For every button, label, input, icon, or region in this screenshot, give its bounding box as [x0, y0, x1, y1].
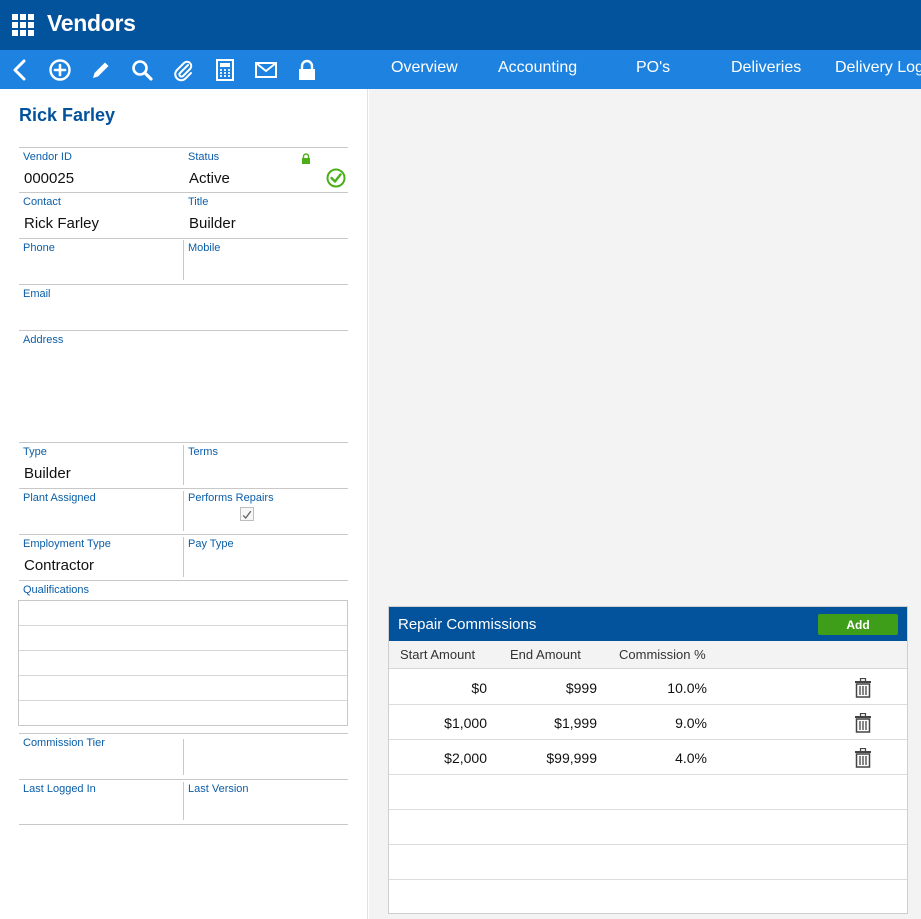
commission-pct: 10.0% — [667, 680, 707, 696]
performs-repairs-checkbox[interactable] — [240, 507, 254, 521]
address-label: Address — [23, 334, 64, 346]
toolbar: Overview Accounting PO's Deliveries Deli… — [0, 50, 921, 89]
column-header-start[interactable]: Start Amount — [400, 647, 476, 662]
email-row: Email — [19, 284, 348, 330]
table-row[interactable]: $1,000 $1,999 9.0% — [389, 705, 907, 740]
status-label: Status — [188, 151, 220, 163]
trash-icon[interactable] — [854, 713, 872, 733]
mobile-label: Mobile — [188, 242, 221, 254]
commissions-column-header: Start Amount End Amount Commission % — [389, 641, 907, 669]
tab-delivery-log[interactable]: Delivery Log — [835, 59, 921, 76]
status-value[interactable]: Active — [189, 170, 230, 187]
title-value[interactable]: Builder — [189, 215, 236, 232]
title-label: Title — [188, 196, 209, 208]
vendor-id-row: Vendor ID 000025 Status Active — [19, 147, 348, 193]
repair-commissions-panel: Repair Commissions Add Start Amount End … — [388, 606, 908, 914]
apps-grid-icon[interactable] — [12, 14, 34, 36]
lock-icon[interactable] — [294, 57, 320, 83]
tab-overview[interactable]: Overview — [391, 59, 458, 76]
attach-icon[interactable] — [170, 57, 196, 83]
vendor-detail-panel: Rick Farley Vendor ID 000025 Status Acti… — [0, 89, 368, 919]
add-icon[interactable] — [47, 57, 73, 83]
performs-repairs-label: Performs Repairs — [188, 492, 274, 504]
qualifications-row: Qualifications — [19, 580, 348, 600]
list-item[interactable] — [19, 676, 347, 701]
commission-tier-label: Commission Tier — [23, 737, 105, 749]
search-icon[interactable] — [129, 57, 155, 83]
empty-row — [389, 810, 907, 845]
repair-commissions-title: Repair Commissions — [398, 616, 537, 633]
empty-row — [389, 845, 907, 880]
calculator-icon[interactable] — [212, 57, 238, 83]
vendor-name-heading: Rick Farley — [19, 105, 116, 125]
end-amount: $999 — [565, 680, 597, 696]
phone-label: Phone — [23, 242, 55, 254]
status-lock-icon — [302, 153, 310, 164]
plant-row: Plant Assigned Performs Repairs — [19, 488, 348, 534]
column-header-end[interactable]: End Amount — [510, 647, 581, 662]
trash-icon[interactable] — [854, 748, 872, 768]
address-row: Address — [19, 330, 348, 442]
checkmark-icon — [242, 510, 252, 520]
add-commission-button[interactable]: Add — [818, 614, 898, 635]
divider — [183, 445, 184, 485]
status-check-icon — [326, 168, 346, 188]
tab-deliveries[interactable]: Deliveries — [731, 59, 802, 76]
list-item[interactable] — [19, 626, 347, 651]
list-item[interactable] — [19, 601, 347, 626]
divider — [183, 491, 184, 531]
list-item[interactable] — [19, 701, 347, 726]
divider — [183, 782, 184, 820]
end-amount: $1,999 — [554, 715, 597, 731]
edit-icon[interactable] — [88, 57, 114, 83]
qualifications-list[interactable] — [18, 600, 348, 726]
tab-accounting[interactable]: Accounting — [498, 59, 578, 76]
commission-pct: 9.0% — [675, 715, 707, 731]
last-version-label: Last Version — [188, 783, 249, 795]
column-header-commission[interactable]: Commission % — [619, 647, 706, 662]
app-title: Vendors — [47, 10, 136, 36]
qualifications-label: Qualifications — [23, 584, 90, 596]
contact-row: Contact Rick Farley Title Builder — [19, 192, 348, 238]
contact-value[interactable]: Rick Farley — [24, 215, 100, 232]
content-area: Repair Commissions Add Start Amount End … — [369, 89, 921, 919]
contact-label: Contact — [23, 196, 61, 208]
divider — [183, 537, 184, 577]
type-row: Type Builder Terms — [19, 442, 348, 488]
empty-row — [389, 775, 907, 810]
email-label: Email — [23, 288, 51, 300]
empty-row — [389, 880, 907, 915]
type-label: Type — [23, 446, 47, 458]
back-icon[interactable] — [7, 57, 33, 83]
email-icon[interactable] — [253, 57, 279, 83]
phone-row: Phone Mobile — [19, 238, 348, 284]
vendor-id-label: Vendor ID — [23, 151, 72, 163]
type-value[interactable]: Builder — [24, 465, 71, 482]
start-amount: $2,000 — [444, 750, 487, 766]
tab-pos[interactable]: PO's — [636, 59, 671, 76]
pay-type-label: Pay Type — [188, 538, 234, 550]
start-amount: $0 — [471, 680, 487, 696]
terms-label: Terms — [188, 446, 218, 458]
divider — [183, 739, 184, 775]
employment-type-value[interactable]: Contractor — [24, 557, 95, 574]
list-item[interactable] — [19, 651, 347, 676]
commission-tier-row: Commission Tier — [19, 733, 348, 779]
end-amount: $99,999 — [546, 750, 597, 766]
table-row[interactable]: $2,000 $99,999 4.0% — [389, 740, 907, 775]
employment-type-label: Employment Type — [23, 538, 111, 550]
table-row[interactable]: $0 $999 10.0% — [389, 670, 907, 705]
plant-label: Plant Assigned — [23, 492, 96, 504]
commission-pct: 4.0% — [675, 750, 707, 766]
app-header: Vendors — [0, 0, 921, 50]
vendor-id-value[interactable]: 000025 — [24, 170, 75, 187]
last-logged-in-label: Last Logged In — [23, 783, 96, 795]
repair-commissions-header: Repair Commissions Add — [389, 607, 907, 641]
start-amount: $1,000 — [444, 715, 487, 731]
divider — [183, 240, 184, 280]
employment-row: Employment Type Contractor Pay Type — [19, 534, 348, 580]
trash-icon[interactable] — [854, 678, 872, 698]
last-login-row: Last Logged In Last Version — [19, 779, 348, 825]
